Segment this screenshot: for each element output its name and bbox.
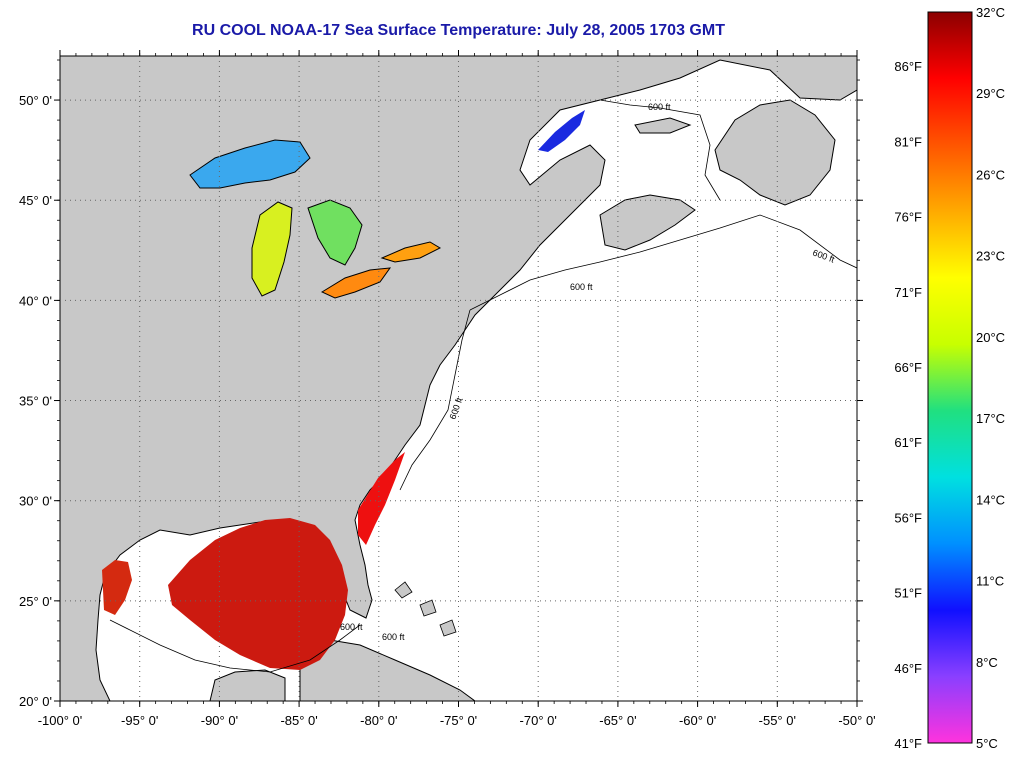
- lat-tick-label: 50° 0': [19, 93, 52, 108]
- depth-contour-southeast: [399, 309, 471, 491]
- lat-tick-label: 40° 0': [19, 293, 52, 308]
- lon-tick-label: -50° 0': [838, 713, 875, 728]
- lat-tick-label: 25° 0': [19, 594, 52, 609]
- lake-huron: [307, 199, 363, 266]
- land-nova-scotia: [599, 194, 696, 251]
- lon-tick-label: -60° 0': [679, 713, 716, 728]
- contour-label: 600 ft: [340, 622, 363, 632]
- contour-label: 600 ft: [648, 102, 671, 112]
- contour-label: 600 ft: [570, 282, 593, 292]
- land-anticosti: [634, 117, 692, 134]
- depth-contour-labrador: [599, 99, 721, 201]
- lon-tick-label: -80° 0': [360, 713, 397, 728]
- lake-superior: [189, 139, 311, 189]
- lat-tick-label: 35° 0': [19, 394, 52, 409]
- sst-texas-coast: [102, 560, 132, 615]
- sst-st-lawrence: [538, 110, 585, 152]
- lon-tick-label: -70° 0': [520, 713, 557, 728]
- sst-florida-atlantic: [358, 452, 405, 545]
- lon-tick-label: -85° 0': [280, 713, 317, 728]
- land-bahamas: [394, 581, 457, 637]
- lon-tick-label: -95° 0': [121, 713, 158, 728]
- depth-contour-northeast: [469, 214, 857, 311]
- land-yucatan: [209, 669, 286, 701]
- land-cuba: [299, 639, 476, 701]
- land-newfoundland: [714, 99, 836, 206]
- lon-tick-label: -90° 0': [201, 713, 238, 728]
- lake-ontario: [380, 241, 442, 263]
- lon-tick-label: -65° 0': [599, 713, 636, 728]
- lat-tick-label: 30° 0': [19, 494, 52, 509]
- lake-michigan: [251, 201, 293, 297]
- lat-tick-label: 20° 0': [19, 694, 52, 709]
- sst-gulf-of-mexico: [168, 518, 348, 670]
- lon-tick-label: -100° 0': [38, 713, 83, 728]
- lake-erie: [320, 267, 392, 299]
- lon-tick-label: -75° 0': [440, 713, 477, 728]
- contour-label: 600 ft: [382, 632, 405, 642]
- lat-tick-label: 45° 0': [19, 193, 52, 208]
- map-title: RU COOL NOAA-17 Sea Surface Temperature:…: [192, 22, 725, 39]
- lon-tick-label: -55° 0': [759, 713, 796, 728]
- depth-contour-gulf: [109, 619, 361, 673]
